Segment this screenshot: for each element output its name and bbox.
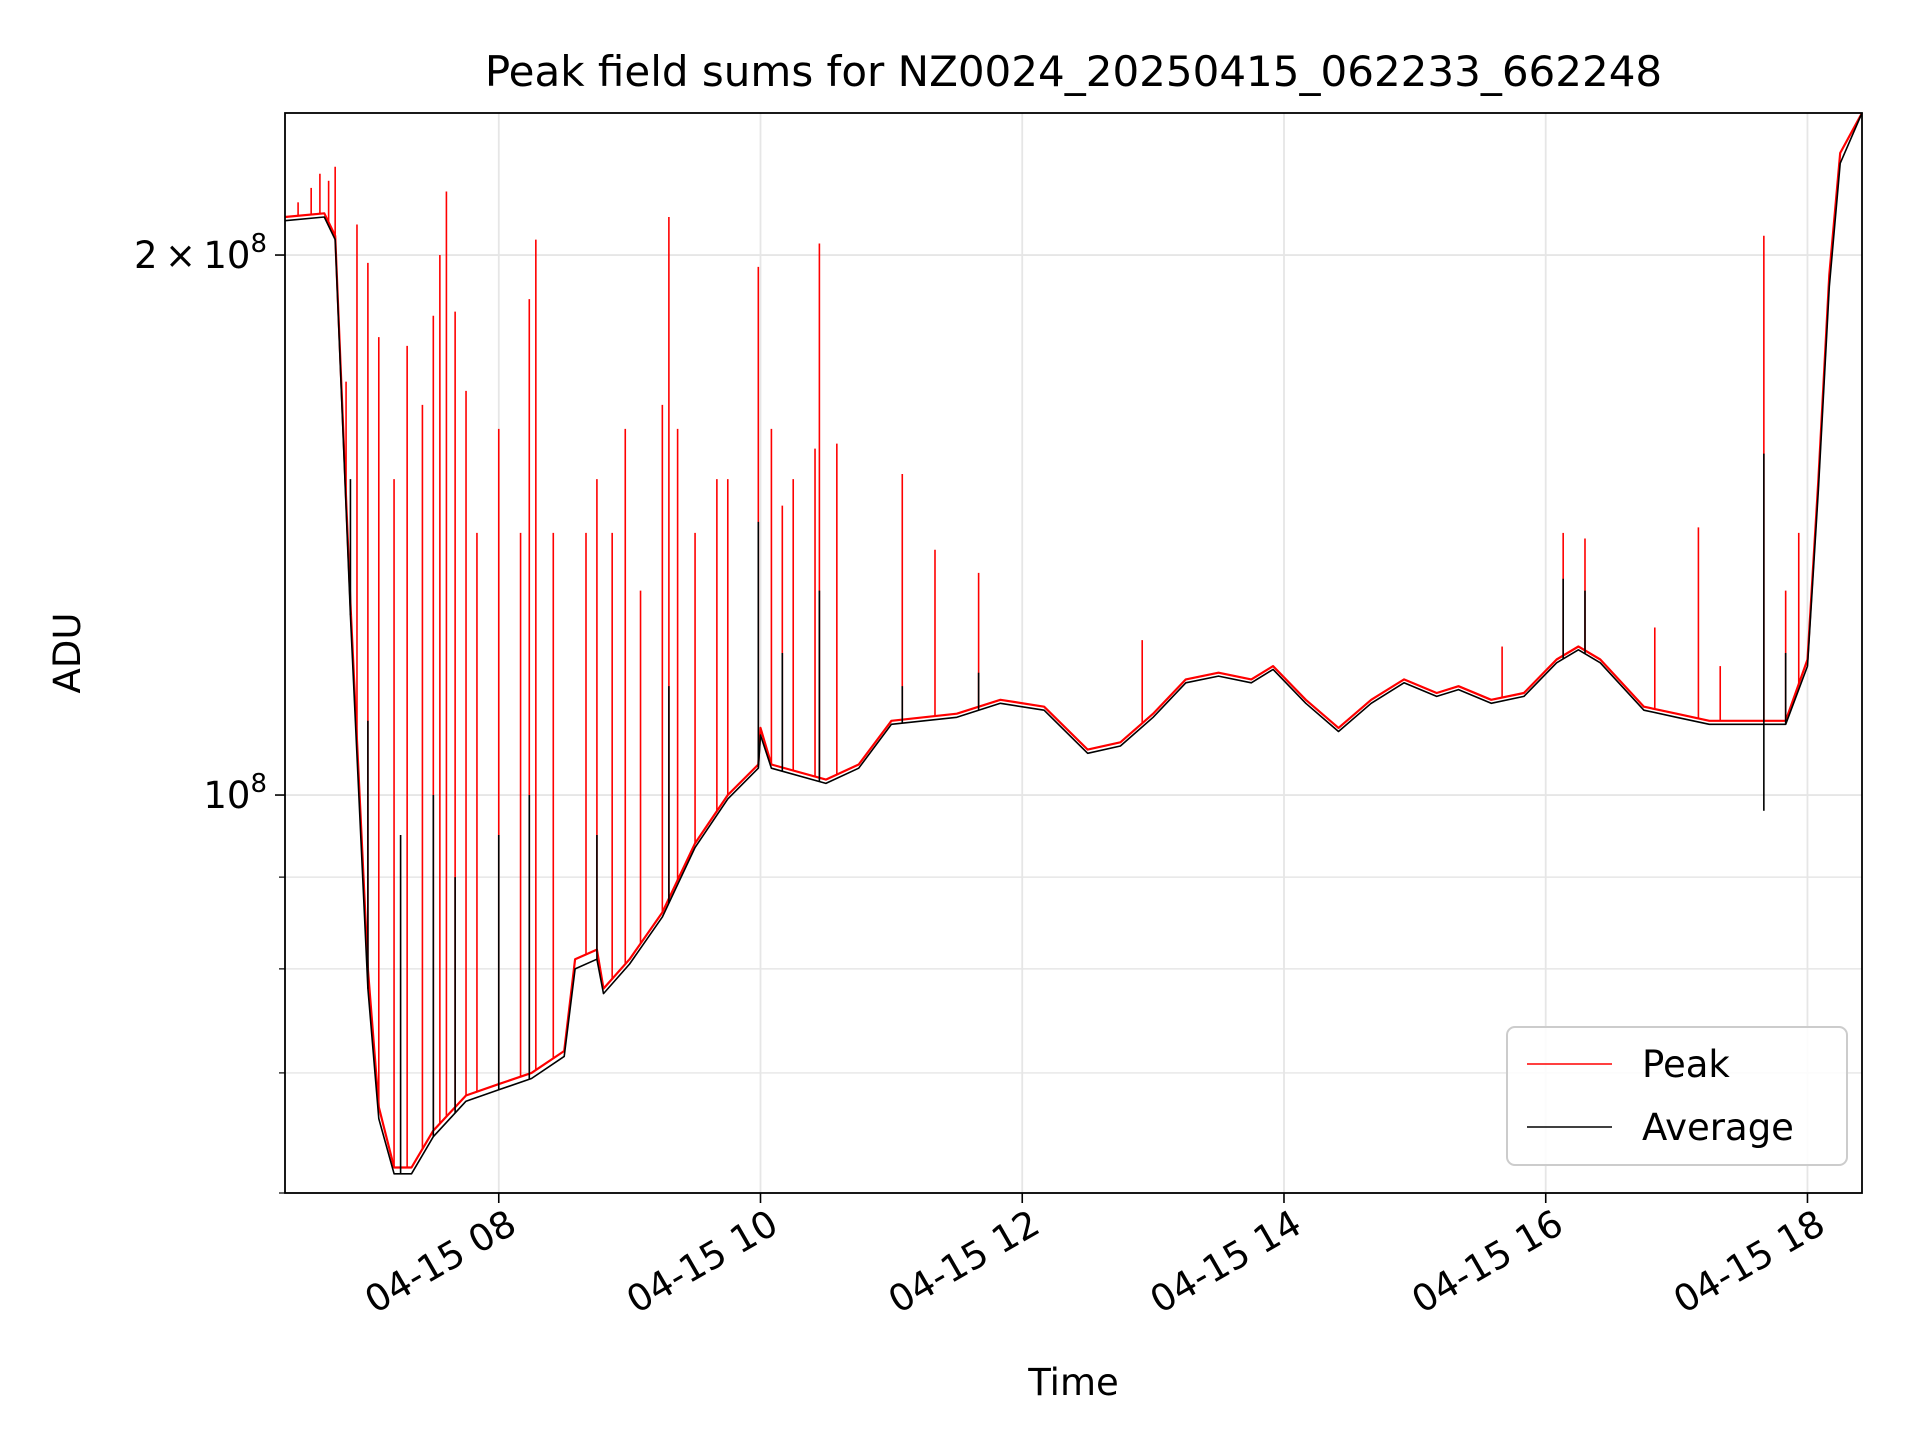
- legend-label-peak: Peak: [1642, 1043, 1730, 1086]
- plot-frame: [284, 112, 1863, 1194]
- y-axis-label: ADU: [46, 613, 89, 694]
- x-axis-label: Time: [1027, 1361, 1119, 1404]
- y-tick-label: 108: [203, 769, 267, 817]
- chart-title: Peak field sums for NZ0024_20250415_0622…: [485, 47, 1662, 96]
- legend-box: [1506, 1026, 1848, 1166]
- y-tick-label: 2 × 108: [134, 229, 267, 277]
- legend-label-average: Average: [1642, 1106, 1794, 1149]
- legend: Peak Average: [1506, 1026, 1848, 1166]
- series-layer: [284, 112, 1863, 1175]
- series-line-average: [284, 112, 1863, 1175]
